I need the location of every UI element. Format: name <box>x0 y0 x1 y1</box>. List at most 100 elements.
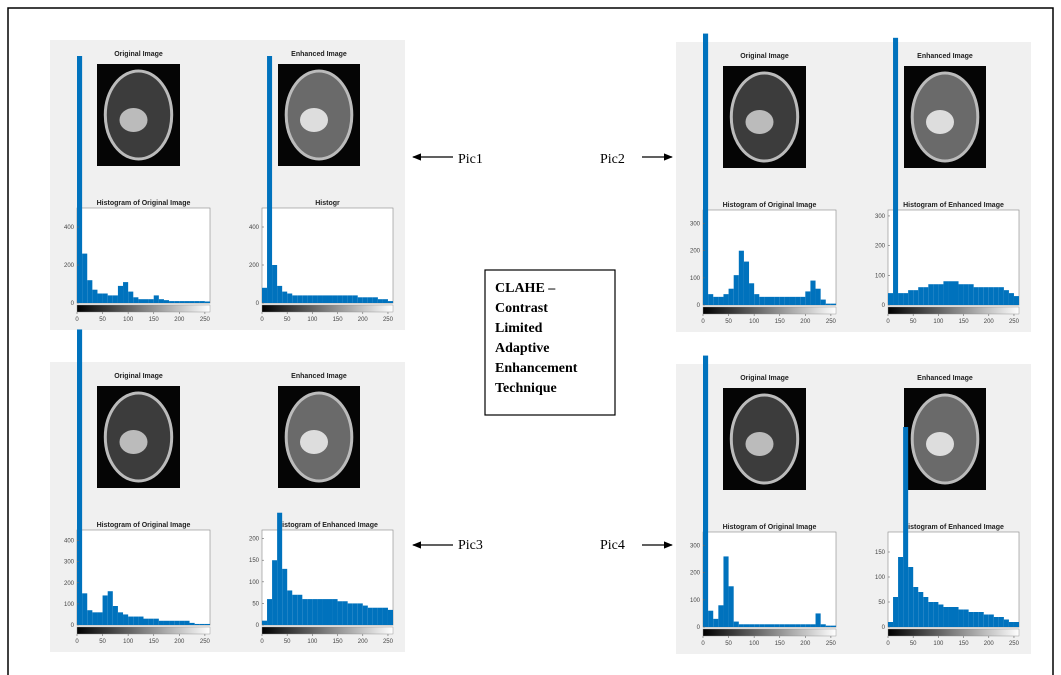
x-tick-label: 50 <box>910 319 917 325</box>
colorbar <box>887 306 1020 315</box>
center-box-line: Enhancement <box>495 361 578 376</box>
brain-detail <box>926 110 954 134</box>
histogram-bar <box>998 287 1004 305</box>
histogram-bar <box>815 288 821 305</box>
histogram-bar <box>1008 293 1014 305</box>
histogram-bar <box>733 621 739 627</box>
histogram-bar <box>112 606 118 625</box>
histogram-bar <box>963 284 969 305</box>
histogram-bar <box>189 301 195 303</box>
brain-detail <box>926 432 954 456</box>
histogram-title: Histogram of Original Image <box>97 200 191 207</box>
histogram-bar <box>933 284 939 305</box>
histogram-bar <box>332 295 338 303</box>
histogram-bar <box>1003 619 1009 627</box>
histogram-bar <box>825 303 831 305</box>
x-tick-label: 200 <box>800 319 811 325</box>
histogram-bar <box>943 281 949 305</box>
x-tick-label: 150 <box>775 319 786 325</box>
y-tick-label: 200 <box>64 581 75 587</box>
histogram-bar <box>322 599 328 625</box>
pic-label: Pic2 <box>600 152 625 167</box>
x-tick-label: 50 <box>99 317 106 323</box>
histogram-bar <box>830 303 836 305</box>
histogram-bar <box>800 296 806 305</box>
histogram-bar <box>973 612 979 627</box>
colorbar <box>76 626 211 635</box>
x-tick-label: 150 <box>333 639 344 645</box>
histogram-bar <box>759 624 765 627</box>
histogram-title: Histogram of Enhanced Image <box>903 524 1004 531</box>
histogram-bar <box>888 293 894 305</box>
histogram-bar <box>958 284 964 305</box>
histogram-bar <box>367 607 373 625</box>
histogram-bar <box>194 301 200 303</box>
x-tick-label: 50 <box>725 319 732 325</box>
histogram-bar <box>317 599 323 625</box>
image-title: Enhanced Image <box>917 375 973 382</box>
histogram-title: Histogram of Original Image <box>723 202 817 209</box>
histogram-bar <box>138 299 144 303</box>
histogram-bar <box>708 610 714 627</box>
y-tick-label: 100 <box>690 276 701 282</box>
histogram-bar <box>362 297 368 303</box>
histogram-bar <box>795 624 801 627</box>
histogram-bar <box>708 294 714 305</box>
histogram-bar <box>805 624 811 627</box>
histogram-bar <box>272 560 278 625</box>
histogram-bar <box>820 624 826 627</box>
histogram-bar <box>789 296 796 305</box>
image-title: Original Image <box>740 375 789 382</box>
colorbar <box>702 628 837 637</box>
plot-area <box>76 207 211 304</box>
histogram-bar <box>158 299 164 303</box>
histogram-bar <box>800 624 806 627</box>
histogram-bar <box>754 294 760 305</box>
histogram-bar <box>888 622 894 627</box>
histogram-bar <box>297 295 303 303</box>
histogram-bar <box>923 287 929 305</box>
histogram-bar <box>277 512 283 625</box>
x-tick-label: 250 <box>383 317 394 323</box>
histogram-bar <box>948 281 954 305</box>
histogram-bar <box>743 261 750 305</box>
histogram-bar <box>153 295 159 303</box>
histogram-bar <box>988 614 994 627</box>
histogram-bar <box>953 281 959 305</box>
y-tick-label: 0 <box>256 623 260 629</box>
histogram-bar <box>774 296 780 305</box>
histogram-bar <box>825 625 831 627</box>
colorbar <box>887 628 1020 637</box>
pic-label: Pic3 <box>458 538 483 553</box>
histogram-bar <box>377 607 383 625</box>
histogram-bar <box>938 604 944 627</box>
histogram-bar <box>749 624 755 627</box>
x-tick-label: 0 <box>75 639 79 645</box>
histogram-bar <box>158 620 164 625</box>
x-tick-label: 0 <box>886 641 890 647</box>
image-title: Enhanced Image <box>291 51 347 58</box>
y-tick-label: 300 <box>690 544 701 550</box>
image-title: Original Image <box>114 51 163 58</box>
histogram-bar <box>759 296 765 305</box>
histogram-bar <box>898 557 904 627</box>
histogram-bar <box>968 612 974 627</box>
y-tick-label: 0 <box>697 303 701 309</box>
histogram-bar <box>292 594 298 625</box>
x-tick-label: 150 <box>333 317 344 323</box>
histogram-bar <box>179 301 185 303</box>
histogram-bar <box>918 592 924 627</box>
y-tick-label: 100 <box>875 575 886 581</box>
histogram-bar <box>347 603 353 625</box>
x-tick-label: 0 <box>260 317 264 323</box>
histogram-bar <box>292 295 298 303</box>
histogram-bar <box>779 624 785 627</box>
histogram-title: Histogram of Enhanced Image <box>277 522 378 529</box>
histogram-bar <box>92 612 98 625</box>
histogram-bar <box>749 283 755 305</box>
histogram-bar <box>898 293 904 305</box>
histogram-bar <box>933 602 939 627</box>
histogram-bar <box>282 568 288 625</box>
histogram-bar <box>789 624 796 627</box>
y-tick-label: 400 <box>64 225 75 231</box>
